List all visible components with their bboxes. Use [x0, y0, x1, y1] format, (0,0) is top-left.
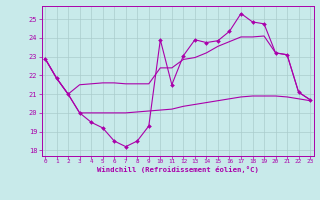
X-axis label: Windchill (Refroidissement éolien,°C): Windchill (Refroidissement éolien,°C)	[97, 166, 259, 173]
